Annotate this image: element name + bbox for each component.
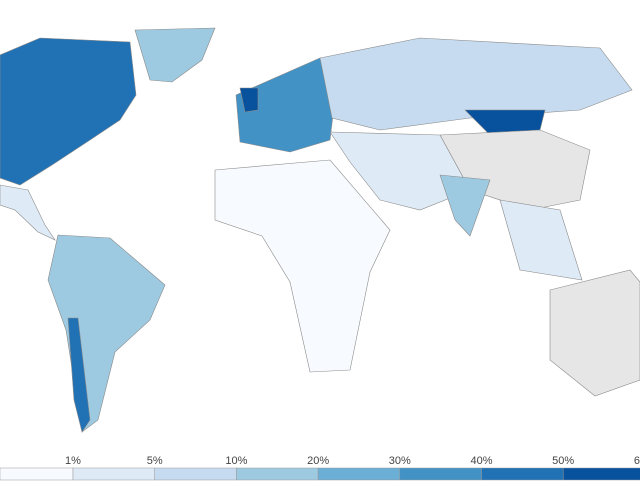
legend-swatch — [399, 467, 482, 481]
legend-label: 5% — [147, 455, 163, 467]
india — [439, 174, 491, 237]
southeast-asia — [499, 199, 583, 281]
chile — [67, 317, 91, 433]
united-kingdom — [239, 87, 259, 113]
legend-label: 1% — [65, 455, 81, 467]
legend-swatch — [481, 467, 564, 481]
legend-label: 60% — [634, 455, 640, 467]
legend-label: 30% — [389, 455, 411, 467]
legend-label: 40% — [470, 455, 492, 467]
legend-swatch — [0, 467, 74, 481]
africa — [214, 159, 391, 373]
legend-label: 10% — [225, 455, 247, 467]
south-america — [47, 234, 166, 433]
legend-label: 20% — [307, 455, 329, 467]
middle-east — [329, 131, 471, 211]
legend-swatch — [236, 467, 319, 481]
legend-swatch — [317, 467, 401, 481]
russia — [319, 37, 633, 131]
greenland — [134, 27, 216, 83]
legend-swatch — [562, 467, 640, 481]
legend-swatch — [72, 467, 155, 481]
legend: 1% 5% 10% 20% 30% 40% 50% 60% — [0, 455, 640, 481]
countries — [0, 27, 640, 433]
legend-label: 50% — [552, 455, 574, 467]
legend-swatch — [154, 467, 237, 481]
australia — [549, 269, 640, 397]
north-america — [0, 37, 137, 186]
central-america — [0, 184, 56, 241]
